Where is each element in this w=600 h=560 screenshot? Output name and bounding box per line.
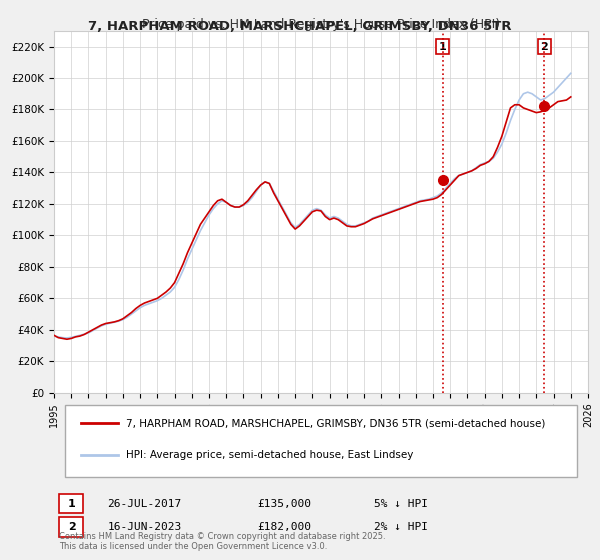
- FancyBboxPatch shape: [59, 517, 83, 537]
- Text: 7, HARPHAM ROAD, MARSHCHAPEL, GRIMSBY, DN36 5TR (semi-detached house): 7, HARPHAM ROAD, MARSHCHAPEL, GRIMSBY, D…: [126, 418, 545, 428]
- Text: £135,000: £135,000: [257, 498, 311, 508]
- Title: Price paid vs. HM Land Registry's House Price Index (HPI): Price paid vs. HM Land Registry's House …: [142, 18, 500, 31]
- Text: 26-JUL-2017: 26-JUL-2017: [107, 498, 182, 508]
- Text: 2: 2: [68, 522, 76, 532]
- Text: 2% ↓ HPI: 2% ↓ HPI: [374, 522, 428, 532]
- Text: 1: 1: [439, 41, 446, 52]
- Text: £182,000: £182,000: [257, 522, 311, 532]
- Text: 2: 2: [541, 41, 548, 52]
- Text: Contains HM Land Registry data © Crown copyright and database right 2025.
This d: Contains HM Land Registry data © Crown c…: [59, 532, 386, 551]
- Text: 16-JUN-2023: 16-JUN-2023: [107, 522, 182, 532]
- Text: 1: 1: [68, 498, 76, 508]
- Text: 5% ↓ HPI: 5% ↓ HPI: [374, 498, 428, 508]
- FancyBboxPatch shape: [59, 494, 83, 514]
- Text: 7, HARPHAM ROAD, MARSHCHAPEL, GRIMSBY, DN36 5TR: 7, HARPHAM ROAD, MARSHCHAPEL, GRIMSBY, D…: [88, 20, 512, 32]
- FancyBboxPatch shape: [65, 405, 577, 477]
- Text: HPI: Average price, semi-detached house, East Lindsey: HPI: Average price, semi-detached house,…: [126, 450, 413, 460]
